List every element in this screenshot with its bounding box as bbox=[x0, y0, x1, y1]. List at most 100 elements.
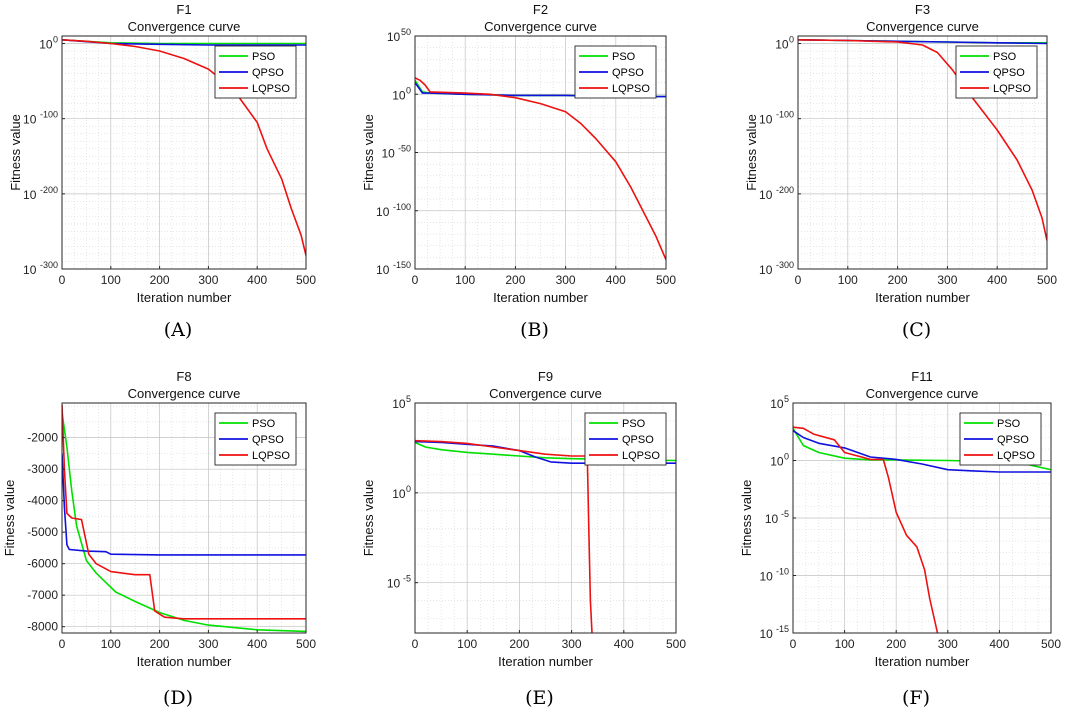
y-tick-label: -510 bbox=[765, 509, 789, 526]
panel-caption: (B) bbox=[520, 319, 549, 341]
y-tick-base: 10 bbox=[387, 577, 401, 591]
x-tick-label: 200 bbox=[150, 637, 170, 651]
legend: PSO QPSO LQPSO bbox=[959, 412, 1042, 466]
y-tick-label: 010 bbox=[392, 85, 411, 102]
x-tick-label: 300 bbox=[937, 273, 957, 287]
y-tick-exponent: 0 bbox=[53, 35, 58, 45]
x-tick-label: 0 bbox=[412, 273, 419, 287]
legend-entry-pso: PSO bbox=[252, 51, 276, 63]
x-tick-label: 300 bbox=[562, 637, 582, 651]
x-tick-label: 500 bbox=[296, 273, 316, 287]
y-tick-base: 10 bbox=[759, 263, 773, 277]
series-line-qpso bbox=[62, 453, 306, 556]
y-tick-base: 10 bbox=[23, 113, 37, 127]
y-tick-exponent: -100 bbox=[776, 110, 794, 120]
legend-entry-qpso: QPSO bbox=[997, 434, 1029, 446]
y-axis-label: Fitness value bbox=[744, 114, 759, 191]
x-tick-label: 100 bbox=[101, 637, 121, 651]
function-label: F8 bbox=[176, 369, 191, 384]
x-axis-label: Iteration number bbox=[137, 654, 232, 669]
x-tick-label: 200 bbox=[150, 273, 170, 287]
x-axis-label: Iteration number bbox=[875, 654, 970, 669]
y-tick-base: 10 bbox=[23, 188, 37, 202]
chart-title: Convergence curve bbox=[128, 19, 241, 34]
series-line-lqpso bbox=[62, 404, 306, 620]
function-label: F11 bbox=[911, 369, 932, 384]
y-tick-exponent: -300 bbox=[776, 260, 794, 270]
y-tick-base: 10 bbox=[376, 205, 390, 219]
y-tick-exponent: -150 bbox=[393, 260, 411, 270]
panel-b: 0 100 200 300 400 5005010010-5010-10010-15010… bbox=[361, 2, 676, 341]
x-tick-label: 100 bbox=[455, 273, 475, 287]
y-tick-label: -5000 bbox=[27, 525, 58, 539]
panel-caption: (A) bbox=[164, 319, 193, 341]
panel-caption: (F) bbox=[902, 687, 930, 709]
y-tick-label: 010 bbox=[770, 452, 789, 469]
function-label: F1 bbox=[176, 2, 191, 17]
y-tick-exponent: -100 bbox=[40, 110, 58, 120]
legend: PSO QPSO LQPSO bbox=[214, 45, 297, 99]
y-tick-label: -3000 bbox=[27, 462, 58, 476]
y-tick-base: 10 bbox=[392, 88, 406, 102]
x-tick-label: 300 bbox=[198, 273, 218, 287]
y-tick-base: 10 bbox=[759, 188, 773, 202]
x-tick-label: 300 bbox=[938, 637, 958, 651]
y-tick-base: 10 bbox=[387, 30, 401, 44]
chart-title: Convergence curve bbox=[866, 386, 979, 401]
y-tick-exponent: -5 bbox=[781, 509, 789, 519]
series-line-lqpso bbox=[415, 77, 666, 261]
y-axis-label: Fitness value bbox=[361, 480, 376, 557]
x-tick-label: 0 bbox=[59, 637, 66, 651]
x-tick-label: 300 bbox=[556, 273, 576, 287]
y-tick-exponent: -50 bbox=[398, 144, 411, 154]
x-tick-label: 200 bbox=[505, 273, 525, 287]
y-tick-label: -2000 bbox=[27, 431, 58, 445]
x-tick-label: 500 bbox=[1041, 637, 1061, 651]
legend-entry-lqpso: LQPSO bbox=[252, 83, 290, 95]
legend-entry-lqpso: LQPSO bbox=[612, 83, 650, 95]
panel-caption: (C) bbox=[902, 319, 931, 341]
y-tick-base: 10 bbox=[381, 147, 395, 161]
function-label: F3 bbox=[915, 2, 930, 17]
x-tick-label: 400 bbox=[247, 273, 267, 287]
y-tick-base: 10 bbox=[392, 487, 406, 501]
chart-title: Convergence curve bbox=[484, 19, 597, 34]
y-tick-label: 510 bbox=[392, 394, 411, 411]
x-tick-label: 400 bbox=[614, 637, 634, 651]
legend: PSO QPSO LQPSO bbox=[584, 412, 667, 466]
x-tick-label: 0 bbox=[795, 273, 802, 287]
panel-a: 0 100 200 300 400 500010-10010-20010-30010F1C… bbox=[8, 2, 316, 341]
x-tick-label: 500 bbox=[296, 637, 316, 651]
y-tick-exponent: 5 bbox=[406, 394, 411, 404]
y-tick-base: 10 bbox=[392, 397, 406, 411]
y-tick-exponent: -100 bbox=[393, 202, 411, 212]
y-tick-exponent: 5 bbox=[784, 394, 789, 404]
legend-entry-qpso: QPSO bbox=[252, 434, 284, 446]
series-line-lqpso bbox=[793, 426, 939, 633]
y-tick-base: 10 bbox=[775, 38, 789, 52]
axes-frame bbox=[797, 35, 1048, 270]
x-tick-label: 100 bbox=[101, 273, 121, 287]
x-axis-label: Iteration number bbox=[875, 290, 970, 305]
y-tick-exponent: -5 bbox=[403, 574, 411, 584]
y-tick-exponent: 0 bbox=[784, 452, 789, 462]
x-tick-label: 200 bbox=[886, 637, 906, 651]
y-axis-label: Fitness value bbox=[361, 114, 376, 191]
legend-entry-pso: PSO bbox=[612, 51, 636, 63]
y-tick-exponent: 0 bbox=[406, 85, 411, 95]
y-tick-base: 10 bbox=[770, 455, 784, 469]
x-axis-label: Iteration number bbox=[493, 290, 588, 305]
series-line-pso bbox=[62, 412, 306, 633]
y-tick-base: 10 bbox=[23, 263, 37, 277]
y-tick-exponent: -10 bbox=[776, 567, 789, 577]
series-line-lqpso bbox=[415, 439, 593, 633]
x-tick-label: 400 bbox=[987, 273, 1007, 287]
panel-caption: (E) bbox=[525, 687, 554, 709]
